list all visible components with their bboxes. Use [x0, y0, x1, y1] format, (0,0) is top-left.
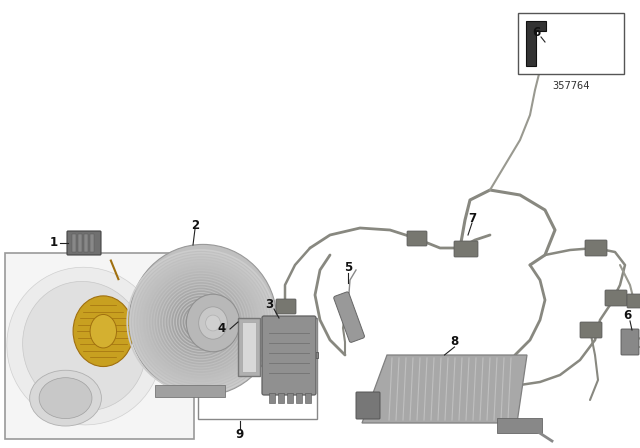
Text: 7: 7 [468, 211, 476, 224]
Ellipse shape [129, 245, 277, 396]
Text: 357764: 357764 [552, 81, 590, 91]
FancyBboxPatch shape [262, 316, 316, 395]
Polygon shape [362, 355, 527, 423]
Ellipse shape [22, 281, 146, 411]
Bar [5, 253, 194, 439]
Bar [206, 328, 220, 342]
Bar [255, 358, 259, 366]
Ellipse shape [73, 296, 134, 366]
Bar [78, 234, 82, 252]
FancyBboxPatch shape [621, 329, 639, 355]
Ellipse shape [298, 322, 307, 327]
Text: 2: 2 [191, 219, 199, 232]
Bar [204, 358, 209, 366]
Polygon shape [278, 352, 319, 374]
FancyBboxPatch shape [407, 231, 427, 246]
Bar [238, 318, 260, 376]
Bar [90, 234, 94, 252]
Text: 6: 6 [623, 309, 631, 322]
FancyBboxPatch shape [333, 292, 365, 342]
FancyBboxPatch shape [67, 231, 101, 255]
Ellipse shape [250, 322, 259, 327]
FancyBboxPatch shape [454, 241, 478, 257]
Polygon shape [527, 22, 547, 66]
Ellipse shape [273, 322, 282, 327]
Ellipse shape [186, 294, 239, 352]
FancyBboxPatch shape [605, 290, 627, 306]
Text: 5: 5 [344, 260, 352, 273]
Ellipse shape [205, 315, 220, 331]
Bar [198, 318, 317, 419]
Bar [84, 234, 88, 252]
Bar [264, 324, 268, 342]
Bar [252, 324, 257, 342]
Bar [518, 13, 624, 74]
Bar [305, 393, 311, 403]
Ellipse shape [198, 307, 227, 339]
Text: 6: 6 [532, 26, 540, 39]
Bar [296, 393, 302, 403]
Bar [220, 358, 225, 366]
Ellipse shape [7, 267, 162, 425]
Text: 3: 3 [265, 297, 273, 310]
Bar [243, 352, 255, 372]
Bar [242, 322, 256, 372]
FancyBboxPatch shape [356, 392, 380, 419]
Text: 1: 1 [50, 236, 58, 249]
FancyBboxPatch shape [585, 240, 607, 256]
FancyBboxPatch shape [627, 294, 640, 308]
Bar [72, 234, 76, 252]
FancyBboxPatch shape [276, 299, 296, 314]
Bar [287, 393, 293, 403]
Bar [228, 328, 243, 342]
Bar [209, 352, 220, 372]
Bar [287, 324, 292, 342]
Bar [497, 418, 542, 433]
Bar [155, 385, 225, 397]
Text: 8: 8 [451, 335, 459, 348]
Bar [239, 358, 243, 366]
Ellipse shape [29, 370, 101, 426]
Text: 4: 4 [218, 322, 226, 335]
Ellipse shape [90, 314, 116, 348]
Text: 9: 9 [236, 428, 244, 441]
Ellipse shape [285, 322, 294, 327]
FancyBboxPatch shape [539, 41, 559, 55]
FancyBboxPatch shape [580, 322, 602, 338]
Bar [275, 324, 280, 342]
Bar [278, 393, 284, 403]
Ellipse shape [39, 378, 92, 418]
Ellipse shape [261, 322, 270, 327]
Bar [300, 324, 305, 342]
Bar [269, 393, 275, 403]
